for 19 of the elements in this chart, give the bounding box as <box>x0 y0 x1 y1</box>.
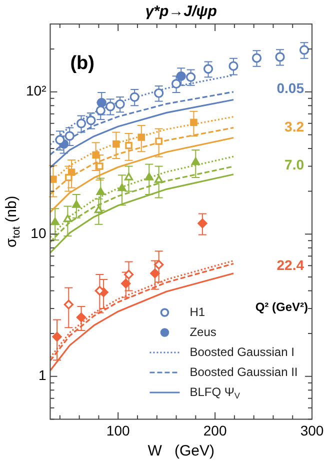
y-axis-title: σtot (nb) <box>3 196 22 248</box>
annotation: 22.4 <box>276 256 304 273</box>
x-tick-label: 100 <box>106 422 130 438</box>
x-tick-label: 300 <box>300 422 324 438</box>
legend-label: H1 <box>190 304 206 319</box>
annotation: Q² (GeV²) <box>255 300 308 314</box>
x-axis-title: W (GeV) <box>148 442 214 460</box>
annotation: 0.05 <box>276 80 304 96</box>
legend-label: Zeus <box>190 324 216 339</box>
legend-label: Boosted Gaussian II <box>190 364 298 379</box>
y-tick-label: 10² <box>26 82 47 99</box>
y-tick-label: 10 <box>30 224 46 241</box>
annotation: 7.0 <box>284 156 304 173</box>
annotation: 3.2 <box>284 118 304 134</box>
x-tick-label: 200 <box>203 422 227 438</box>
chart-title: γ*p→J/ψp <box>145 3 217 20</box>
legend-label: Boosted Gaussian I <box>190 344 294 359</box>
y-tick-label: 1 <box>38 367 46 384</box>
annotation: (b) <box>70 53 94 74</box>
